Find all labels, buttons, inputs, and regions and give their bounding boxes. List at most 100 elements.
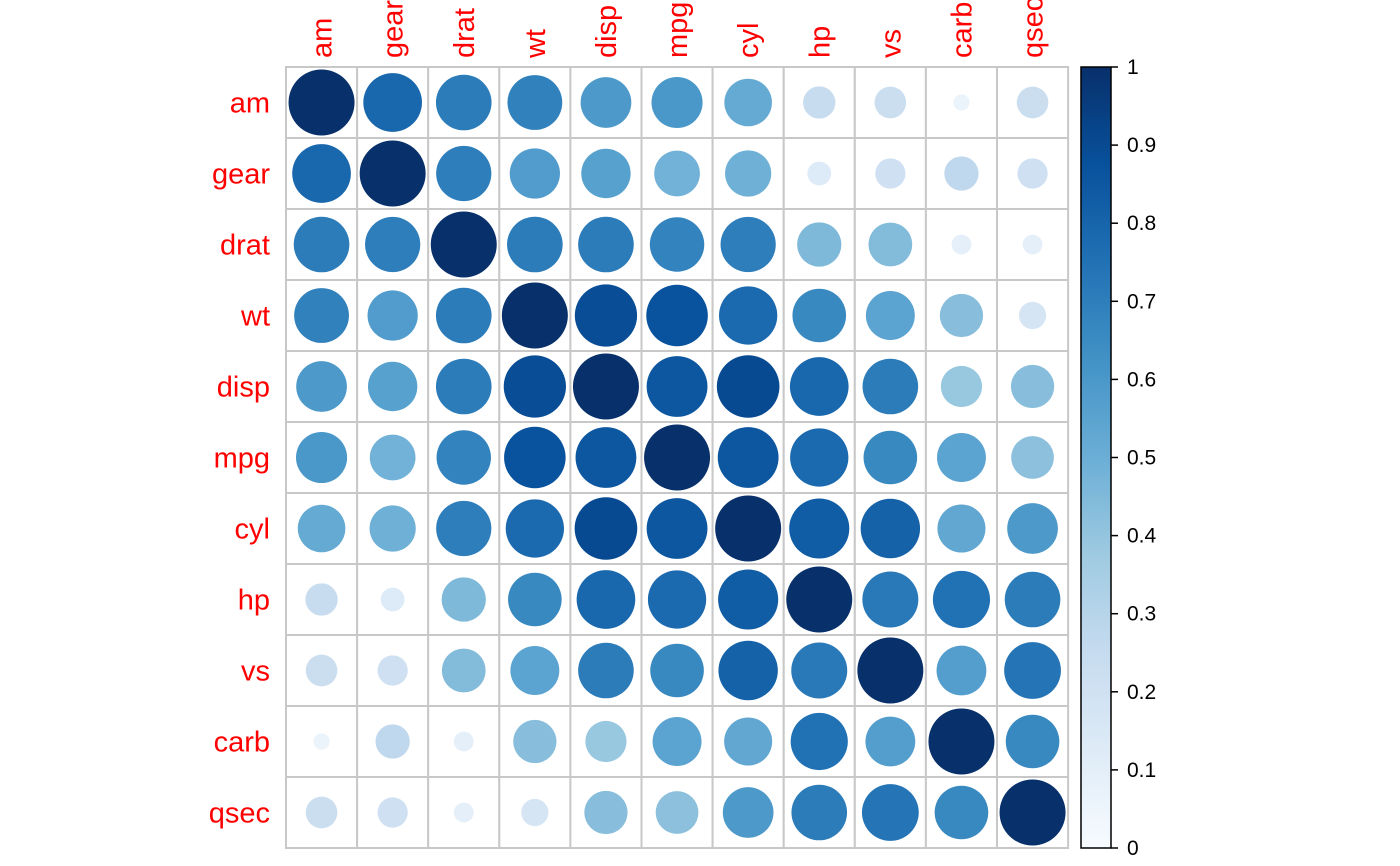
correlation-circle-qsec-qsec <box>999 779 1066 846</box>
correlation-circle-cyl-wt <box>505 499 564 558</box>
correlation-circle-mpg-qsec <box>1011 436 1054 479</box>
correlation-circle-am-qsec <box>1016 86 1049 119</box>
row-label-vs: vs <box>241 656 270 688</box>
row-label-gear: gear <box>212 159 270 191</box>
correlation-circle-vs-disp <box>578 642 634 699</box>
correlation-circle-qsec-drat <box>453 802 474 823</box>
correlation-circle-mpg-drat <box>436 430 491 485</box>
correlation-circle-mpg-am <box>295 431 348 484</box>
colorbar-tick-label: 0.9 <box>1127 134 1156 157</box>
correlation-circle-qsec-cyl <box>722 787 774 838</box>
correlation-circle-disp-mpg <box>646 356 708 417</box>
correlation-circle-gear-hp <box>807 161 832 186</box>
correlation-circle-carb-am <box>313 733 330 750</box>
correlation-circle-mpg-mpg <box>644 424 711 491</box>
correlation-circle-gear-cyl <box>725 150 772 197</box>
correlation-circle-am-disp <box>580 77 632 128</box>
column-label-gear: gear <box>378 0 410 58</box>
correlation-circle-disp-am <box>296 361 347 412</box>
column-label-wt: wt <box>520 29 552 59</box>
column-label-qsec: qsec <box>1018 0 1050 58</box>
correlation-circle-mpg-cyl <box>717 427 779 488</box>
column-label-am: am <box>307 18 339 58</box>
colorbar-tick-label: 0 <box>1127 837 1139 860</box>
correlation-circle-qsec-gear <box>377 797 408 828</box>
correlation-circle-cyl-carb <box>937 504 986 553</box>
correlation-circle-am-cyl <box>724 78 772 127</box>
correlation-circle-vs-mpg <box>650 643 704 698</box>
correlation-circle-disp-hp <box>789 357 849 416</box>
correlation-circle-gear-carb <box>944 156 979 191</box>
correlation-circle-disp-qsec <box>1010 364 1055 409</box>
correlation-circle-mpg-wt <box>504 426 566 489</box>
correlation-circle-am-am <box>288 69 355 136</box>
correlation-circle-hp-am <box>305 583 338 616</box>
correlation-circle-cyl-vs <box>860 498 921 559</box>
correlation-circle-am-wt <box>507 75 563 130</box>
correlation-circle-wt-drat <box>435 287 492 344</box>
row-label-wt: wt <box>240 301 270 333</box>
colorbar-tick-label: 0.1 <box>1127 759 1156 782</box>
correlation-circle-drat-cyl <box>720 216 776 273</box>
colorbar-ticks: 0 0.1 0.2 0.3 0.4 0.5 0.6 0.7 0.8 0.9 1 <box>1111 56 1157 860</box>
correlation-circle-carb-mpg <box>652 717 702 766</box>
correlation-circle-vs-carb <box>936 645 987 696</box>
column-label-drat: drat <box>449 8 481 58</box>
column-label-vs: vs <box>875 29 907 58</box>
correlation-circle-mpg-gear <box>369 434 416 481</box>
correlation-circle-am-carb <box>953 94 970 111</box>
colorbar-tick-label: 0.6 <box>1127 368 1156 391</box>
correlation-circle-drat-drat <box>430 211 497 278</box>
correlation-circle-wt-qsec <box>1018 301 1047 330</box>
correlation-circle-wt-vs <box>865 291 915 340</box>
correlation-circle-hp-carb <box>932 570 991 629</box>
correlation-circle-carb-carb <box>928 708 995 775</box>
correlation-circle-am-drat <box>435 74 492 131</box>
correlation-circle-hp-mpg <box>647 570 707 629</box>
correlation-circle-gear-disp <box>581 148 631 199</box>
column-label-mpg: mpg <box>662 2 694 58</box>
correlation-circle-cyl-am <box>297 504 346 553</box>
row-label-mpg: mpg <box>214 443 270 475</box>
correlation-circle-disp-disp <box>572 353 639 420</box>
correlation-circle-vs-drat <box>441 648 486 693</box>
colorbar-tick-label: 0.7 <box>1127 290 1156 313</box>
column-labels: am gear drat wt disp mpg cyl hp vs carb qsec <box>307 0 1050 59</box>
correlation-circle-disp-vs <box>862 358 919 415</box>
correlation-circle-vs-wt <box>510 646 560 695</box>
correlation-circle-am-mpg <box>651 76 703 129</box>
correlation-circle-wt-disp <box>574 284 638 347</box>
correlation-circle-vs-qsec <box>1004 642 1061 699</box>
correlation-circle-am-vs <box>874 86 907 119</box>
correlation-circle-hp-qsec <box>1004 571 1061 628</box>
correlation-circle-vs-gear <box>377 655 408 686</box>
correlation-circle-hp-disp <box>576 570 636 629</box>
row-label-drat: drat <box>220 230 270 262</box>
correlation-circle-qsec-wt <box>521 798 549 827</box>
column-label-carb: carb <box>946 2 978 58</box>
correlation-circle-wt-carb <box>939 293 984 338</box>
colorbar-tick-label: 0.2 <box>1127 681 1156 704</box>
correlation-circle-vs-hp <box>791 642 848 699</box>
correlation-circle-cyl-disp <box>574 497 638 560</box>
correlation-circle-gear-gear <box>359 140 426 207</box>
correlation-circle-wt-am <box>294 288 349 343</box>
correlation-circle-qsec-disp <box>584 790 628 835</box>
correlation-circle-mpg-disp <box>575 427 637 488</box>
plot-grid <box>285 66 1070 849</box>
correlation-circle-mpg-vs <box>863 430 918 485</box>
correlation-circle-drat-am <box>293 216 350 273</box>
correlation-circle-gear-mpg <box>654 150 700 197</box>
correlation-circle-drat-mpg <box>649 217 705 272</box>
correlation-circle-am-gear <box>363 73 422 132</box>
correlation-circle-cyl-hp <box>789 498 850 559</box>
colorbar-tick-label: 0.4 <box>1127 525 1157 548</box>
colorbar-tick-label: 0.8 <box>1127 212 1156 235</box>
correlation-circle-disp-cyl <box>716 355 780 418</box>
correlation-circle-mpg-carb <box>936 433 986 482</box>
correlation-circle-wt-cyl <box>719 286 778 345</box>
correlation-circle-carb-cyl <box>724 717 773 766</box>
column-label-hp: hp <box>804 26 836 58</box>
correlation-circle-hp-vs <box>862 571 919 628</box>
